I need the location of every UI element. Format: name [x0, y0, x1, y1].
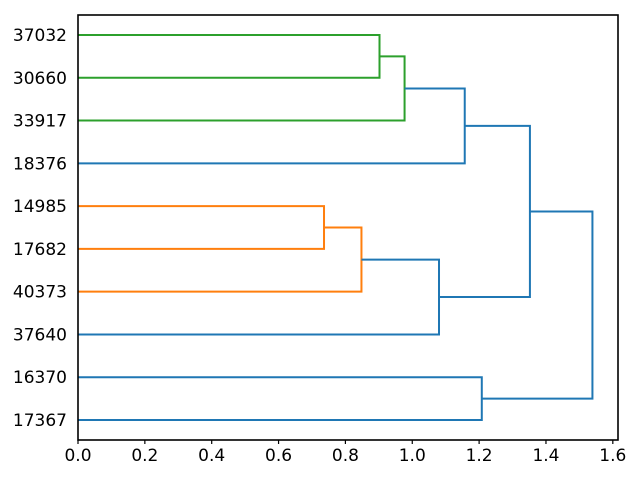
x-tick-label: 0.8	[332, 446, 359, 466]
x-tick-label: 1.0	[399, 446, 426, 466]
y-leaf-label: 37032	[13, 26, 67, 46]
y-leaf-label: 37640	[13, 325, 67, 345]
dendrogram-link	[78, 376, 483, 421]
x-tick-label: 0.6	[265, 446, 292, 466]
x-tick-label: 0.2	[131, 446, 158, 466]
dendrogram-link	[78, 258, 441, 336]
y-leaf-label: 14985	[13, 197, 67, 217]
y-leaf-label: 30660	[13, 69, 67, 89]
dendrogram-link	[78, 55, 406, 122]
dendrogram-link	[481, 210, 594, 400]
dendrogram-link	[78, 34, 381, 79]
x-tick-label: 0.4	[198, 446, 225, 466]
dendrogram-link	[78, 87, 466, 165]
x-tick-label: 1.6	[599, 446, 626, 466]
axes-spines	[77, 14, 619, 441]
x-tick-label: 0.0	[64, 446, 91, 466]
dendrogram-link	[439, 124, 531, 299]
y-leaf-label: 17682	[13, 240, 67, 260]
x-tick-label: 1.2	[466, 446, 493, 466]
y-leaf-label: 18376	[13, 154, 67, 174]
y-leaf-label: 33917	[13, 112, 67, 132]
y-leaf-label: 40373	[13, 283, 67, 303]
dendrogram-link	[78, 226, 363, 293]
dendrogram-link	[78, 205, 326, 250]
y-leaf-label: 17367	[13, 411, 67, 431]
x-tick-label: 1.4	[532, 446, 559, 466]
y-leaf-label: 16370	[13, 368, 67, 388]
